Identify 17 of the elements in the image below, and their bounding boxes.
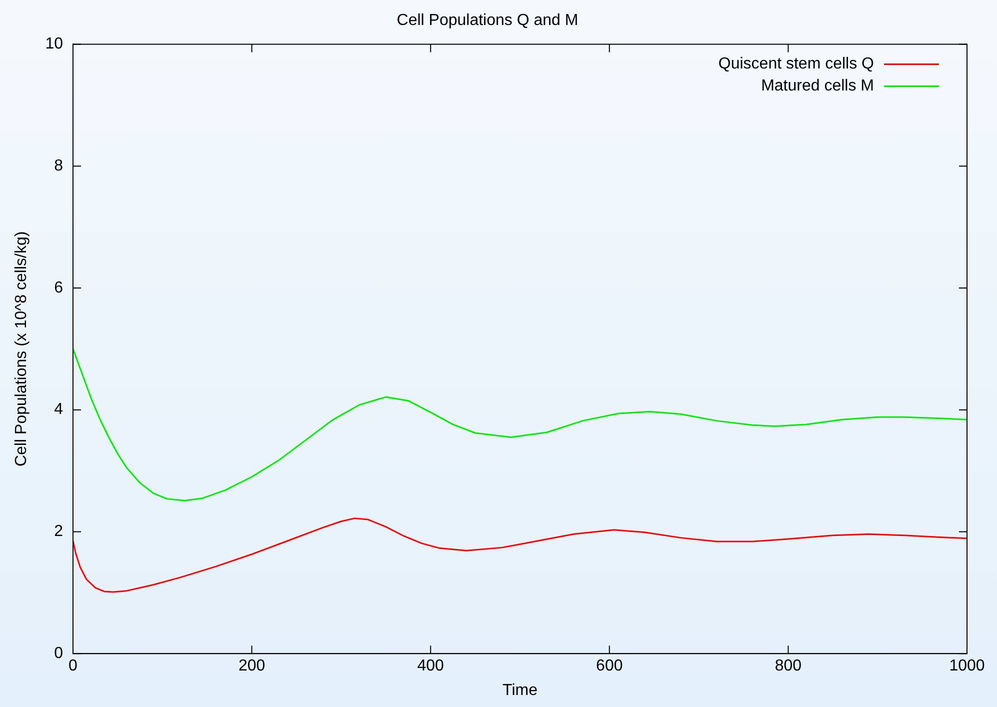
legend-label: Quiscent stem cells Q bbox=[718, 56, 874, 73]
x-tick-label: 0 bbox=[68, 658, 78, 675]
y-tick-label: 10 bbox=[45, 36, 64, 53]
x-tick-label: 800 bbox=[774, 658, 802, 675]
x-tick-label: 1000 bbox=[949, 658, 985, 675]
y-tick-label: 0 bbox=[54, 645, 64, 662]
x-tick-label: 200 bbox=[238, 658, 266, 675]
y-axis-title: Cell Populations (x 10^8 cells/kg) bbox=[13, 231, 30, 466]
y-tick-label: 4 bbox=[54, 401, 64, 418]
y-tick-label: 6 bbox=[54, 279, 64, 296]
x-tick-label: 600 bbox=[596, 658, 623, 675]
y-tick-label: 8 bbox=[54, 157, 64, 174]
legend-label: Matured cells M bbox=[761, 78, 874, 95]
x-axis-title: Time bbox=[502, 682, 538, 699]
y-tick-label: 2 bbox=[54, 523, 64, 540]
chart-title: Cell Populations Q and M bbox=[396, 12, 578, 30]
x-tick-label: 400 bbox=[417, 658, 444, 675]
